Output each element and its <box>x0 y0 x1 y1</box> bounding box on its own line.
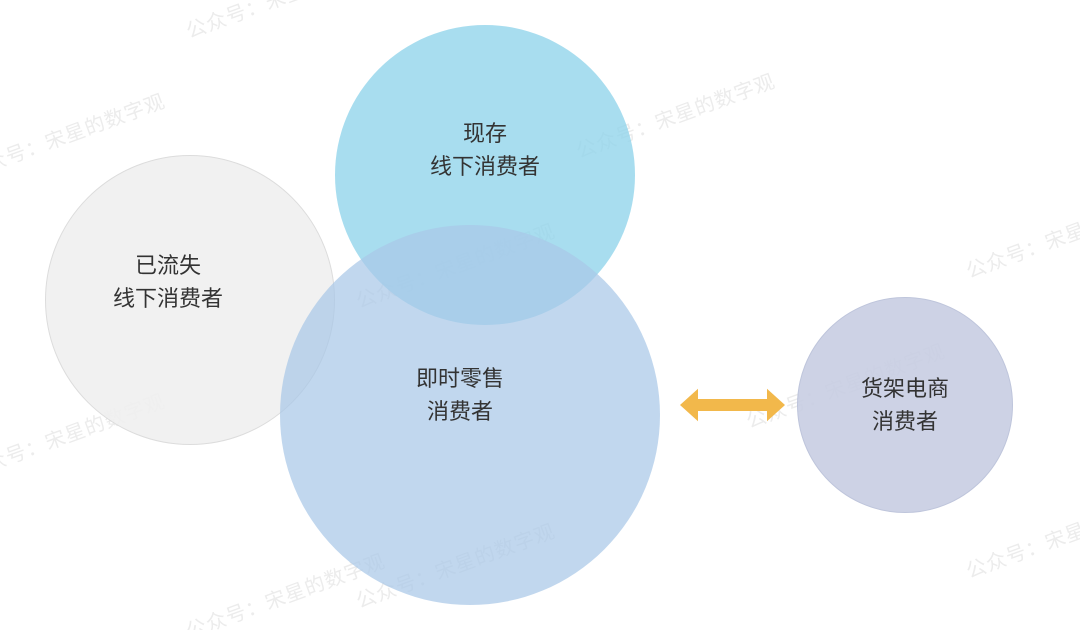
label-lost-offline: 已流失 线下消费者 <box>58 249 278 315</box>
label-shelf-ecommerce: 货架电商 消费者 <box>795 372 1015 438</box>
watermark: 公众号：宋星的数字观 <box>961 185 1080 284</box>
watermark: 公众号：宋星的数字观 <box>961 485 1080 584</box>
label-existing-offline: 现存 线下消费者 <box>375 117 595 183</box>
watermark: 公众号：宋星的数字观 <box>181 0 388 44</box>
label-instant-retail: 即时零售 消费者 <box>350 362 570 428</box>
venn-diagram-stage: 公众号：宋星的数字观公众号：宋星的数字观公众号：宋星的数字观公众号：宋星的数字观… <box>0 0 1080 630</box>
